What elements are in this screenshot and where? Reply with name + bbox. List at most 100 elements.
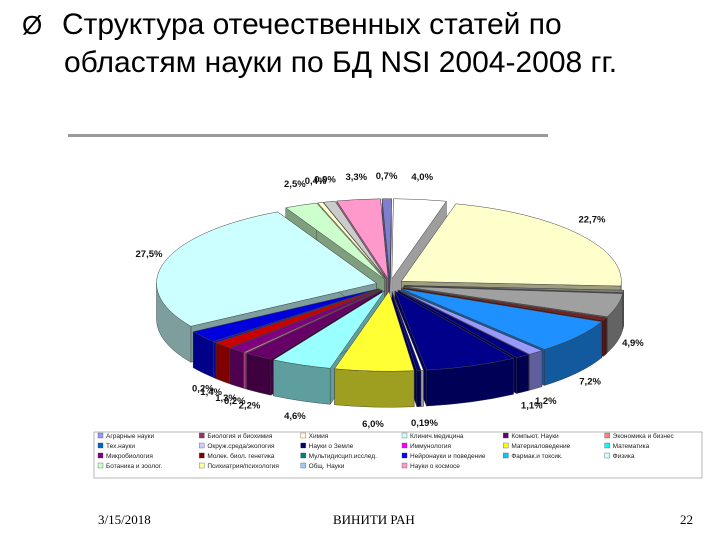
legend-entry: Окруж.среда/экология (207, 443, 275, 450)
legend-entry: Микробиология (106, 452, 153, 460)
legend-swatch (503, 452, 509, 459)
pie-slice-top (397, 289, 530, 358)
slice-data-label: 0,9% (314, 175, 336, 186)
legend-swatch (97, 462, 104, 469)
slice-data-label: 3,3% (345, 172, 367, 183)
legend-entry: Математика (613, 443, 650, 450)
pie-slice-side (334, 368, 415, 408)
pie-slice-side (416, 370, 421, 407)
pie-slice-top (272, 290, 385, 369)
legend-swatch (97, 432, 104, 439)
legend-swatch (300, 452, 306, 459)
pie-slice-top (213, 288, 380, 343)
pie-slice-top (242, 289, 382, 354)
legend-entry: Общ. Науки (309, 462, 345, 470)
legend-entry: Клинич.медицина (410, 433, 464, 440)
slice-data-label: 2,5% (284, 179, 306, 190)
legend-swatch (401, 432, 408, 439)
legend-swatch (97, 452, 104, 459)
legend-swatch (604, 442, 610, 449)
legend-swatch (401, 442, 408, 449)
pie-slice-side (420, 370, 424, 407)
legend-swatch (300, 442, 306, 449)
pie-slice-top (403, 285, 624, 293)
legend-entry: Нейронауки и поведение (410, 452, 486, 460)
slice-data-label: 2,2% (239, 401, 261, 412)
slice-data-label: 27,5% (136, 249, 163, 260)
legend-entry: Биология и биохимия (207, 432, 272, 440)
pie-slice-side (516, 354, 529, 394)
pie-slice-side (603, 317, 607, 357)
legend-swatch (604, 432, 610, 439)
slide-title: Ø Структура отечественных статей по облас… (22, 6, 712, 81)
pie-slice (334, 290, 415, 408)
pie-slice-top (400, 203, 622, 287)
legend-entry: Психиатрия/психология (207, 463, 279, 470)
legend-entry: Материаловедение (511, 443, 570, 450)
pie-slice-top (285, 202, 385, 280)
pie-slice-top (402, 287, 608, 321)
legend-entry: Компьют. Науки (511, 433, 559, 440)
legend-entry: Химия (309, 433, 329, 440)
legend-swatch (401, 452, 408, 459)
legend-swatch (97, 442, 104, 449)
pie-slice-top (215, 289, 381, 348)
legend-entry: Тех.науки (106, 443, 135, 450)
footer-organization: ВИНИТИ РАН (333, 512, 415, 527)
pie-slice-side (213, 341, 216, 379)
legend-entry: Ботаника и зоолог. (106, 463, 162, 470)
slice-data-label: 0,2% (192, 383, 214, 394)
legend-entry: Физика (613, 453, 635, 460)
legend-swatch (604, 452, 610, 459)
legend-entry: Молек. биол. генетика (207, 452, 274, 460)
pie-slice-side (243, 352, 246, 390)
title-divider (68, 134, 548, 137)
pie-slice-top (401, 288, 603, 350)
footer-date: 3/15/2018 (98, 512, 151, 527)
pie-slice-top (156, 211, 378, 327)
slice-data-label: 1,1% (521, 400, 543, 411)
legend-box (93, 431, 703, 479)
slice-data-label: 1,2% (535, 396, 557, 407)
chart-legend: Аграрные науки Биология и биохимия Химия Кл… (93, 431, 703, 479)
slice-data-label: 4,0% (411, 172, 433, 183)
legend-swatch (300, 462, 306, 469)
legend-swatch (401, 462, 408, 469)
slice-data-label: 1,4% (200, 387, 222, 398)
legend-swatch (199, 462, 205, 469)
legend-entry: Экономика и бизнес (613, 432, 675, 440)
pie-slice-top (336, 198, 389, 279)
legend-entry: Иммунология (410, 443, 451, 450)
slice-data-label: 1,3% (215, 393, 237, 404)
slice-data-label: 22,7% (578, 215, 605, 226)
slice-data-label: 6,0% (362, 419, 384, 430)
legend-swatch (199, 432, 205, 439)
pie-slice-top (245, 289, 383, 360)
pie-slices (156, 198, 624, 408)
slice-data-label: 0,19% (411, 418, 438, 429)
slice-data-label: 4,9% (622, 338, 644, 349)
pie-slice-side (215, 342, 230, 384)
slice-data-label: 7,2% (579, 377, 601, 388)
slice-data-label: 0,7% (376, 171, 398, 182)
title-line-1: Структура отечественных статей по (62, 8, 562, 41)
pie-slice-top (192, 288, 379, 342)
pie-slice-top (334, 290, 415, 372)
pie-slice-top (398, 289, 543, 355)
slice-labels: 0,7% 4,0% 22,7% 4,9% 7,2% 1,2%1,1% 0,19% 6,0% 4,… (136, 171, 645, 430)
slice-data-label: 4,6% (284, 411, 306, 422)
pie-slice-side (246, 352, 272, 396)
pie-slice-top (403, 286, 624, 317)
pie-slice-top (381, 198, 392, 279)
title-bullet-icon: Ø (22, 10, 43, 40)
title-line-2: областям науки по БД NSI 2004-2008 гг. (64, 46, 618, 79)
pie-slice-top (317, 202, 387, 280)
legend-swatch (199, 442, 205, 449)
legend-entry: Мультидисцип.исслед. (309, 453, 377, 460)
pie-slice-top (391, 198, 447, 280)
legend-entry: Аграрные науки (106, 433, 154, 440)
legend-swatch (300, 432, 306, 439)
pie-slice (394, 290, 515, 407)
pie-slice-top (322, 200, 387, 280)
